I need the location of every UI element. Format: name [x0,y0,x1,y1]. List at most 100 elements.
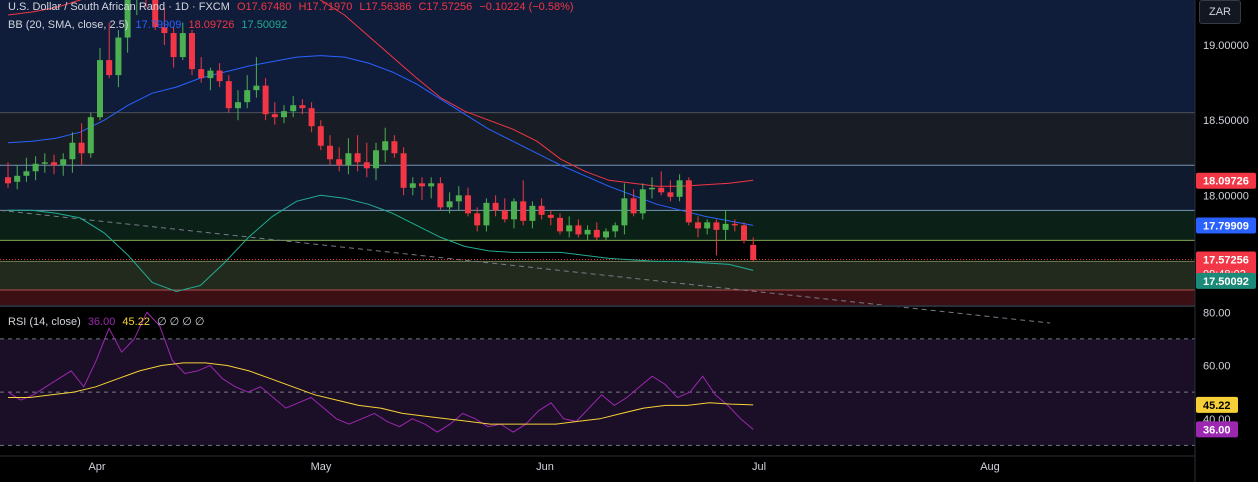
time-axis-background [0,456,1258,482]
x-tick-label: Jun [536,461,554,473]
bb-lower-value: 17.50092 [241,19,288,31]
candle-body [741,225,747,241]
candle-body [317,126,324,146]
candle-body [658,187,665,193]
low-value: L17.56386 [359,1,412,13]
candle-body [584,229,591,235]
bb-lower-price-tag: 17.50092 [1203,276,1249,288]
candle-body [253,85,260,91]
bb-upper-price-tag: 18.09726 [1203,176,1249,188]
rsi-price-tag-bg [1196,421,1238,438]
candle-body [225,81,232,109]
candle-body [124,0,131,38]
y-tick-label: 19.00000 [1203,40,1249,52]
rsi-ma-line [8,362,754,425]
candle-body [409,183,416,188]
candle-body [704,222,711,229]
candle-body [465,195,471,214]
candle-body [419,183,425,187]
candle-body [235,102,241,109]
candle-body [97,60,103,118]
symbol-title: U.S. Dollar / South African Rand · 1D · … [8,1,230,13]
x-tick-label: Apr [88,461,105,473]
candle-body [271,114,278,118]
candle-body [179,33,186,58]
zone-band [0,289,1195,305]
close-value: C17.57256 [418,1,473,13]
candle-body [106,60,113,76]
candle-body [391,141,398,154]
candle-body [336,159,343,166]
bb-upper-price-tag-bg [1196,172,1256,189]
bb-lower-price-tag-bg [1196,272,1256,289]
candle-body [547,214,554,218]
candle-body [511,201,517,220]
rsi-null-values: ∅ ∅ ∅ ∅ [157,316,205,328]
candle-body [474,213,481,226]
y-tick-label: 18.50000 [1203,115,1249,127]
candle-body [520,201,527,221]
rsi-line [7,311,754,433]
candle-body [639,189,646,214]
candle-body [281,111,287,118]
candle-body [207,70,214,79]
candle-body [621,198,628,226]
candle-body [244,90,251,103]
y-tick-label: 18.00000 [1203,190,1249,202]
candle-body [676,180,683,197]
rsi-label: RSI (14, close) [8,316,81,328]
candle-body [455,195,462,202]
candle-body [483,202,490,226]
last-price-tag: 17.57256 [1203,255,1249,267]
candle-body [695,222,701,229]
candle-body [299,105,306,109]
x-tick-label: May [311,461,332,473]
bb-basis-price-tag: 17.79909 [1203,221,1249,233]
bb-legend: BB (20, SMA, close, 2.5) 17.79909 18.097… [8,19,291,31]
candle-body [5,177,11,184]
candle-body [501,210,508,220]
bb-lower-line [8,194,754,293]
candle-body [327,145,333,160]
candle-body [115,37,122,76]
rsi-price-tag: 36.00 [1203,424,1231,436]
candle-body [603,231,609,238]
candle-body [373,150,379,169]
candle-body [69,142,76,160]
bb-basis-value: 17.79909 [135,19,182,31]
bb-basis-line [7,55,754,226]
candle-body [161,27,168,34]
candle-body [290,105,297,112]
candle-body [722,223,729,230]
candle-body [60,159,67,166]
candle-body [78,142,85,154]
candle-body [649,187,655,190]
candle-body [87,117,94,154]
bb-upper-value: 18.09726 [188,19,235,31]
zone-band [0,165,1195,211]
rsi-y-tick-label: 80.00 [1203,307,1231,319]
candle-body [575,225,582,235]
candle-body [566,225,573,232]
candle-body [612,225,619,232]
candle-body [685,180,692,223]
candle-body [308,108,315,127]
candle-body [630,198,637,214]
candle-body [152,0,159,28]
candle-body [428,183,435,187]
rsi-ma-price-tag: 45.22 [1203,400,1231,412]
pane-separator [0,305,1258,307]
x-tick-label: Aug [980,461,1000,473]
candle-body [170,33,177,58]
candle-body [382,141,389,151]
candle-body [437,183,444,208]
candle-body [14,175,21,182]
currency-button[interactable]: ZAR [1199,0,1241,24]
candle-body [593,229,600,238]
candle-body [400,153,407,188]
zone-band [0,0,1195,113]
candle-body [713,222,720,230]
candle-body [446,201,453,208]
change-value: −0.10224 (−0.58%) [479,1,574,13]
